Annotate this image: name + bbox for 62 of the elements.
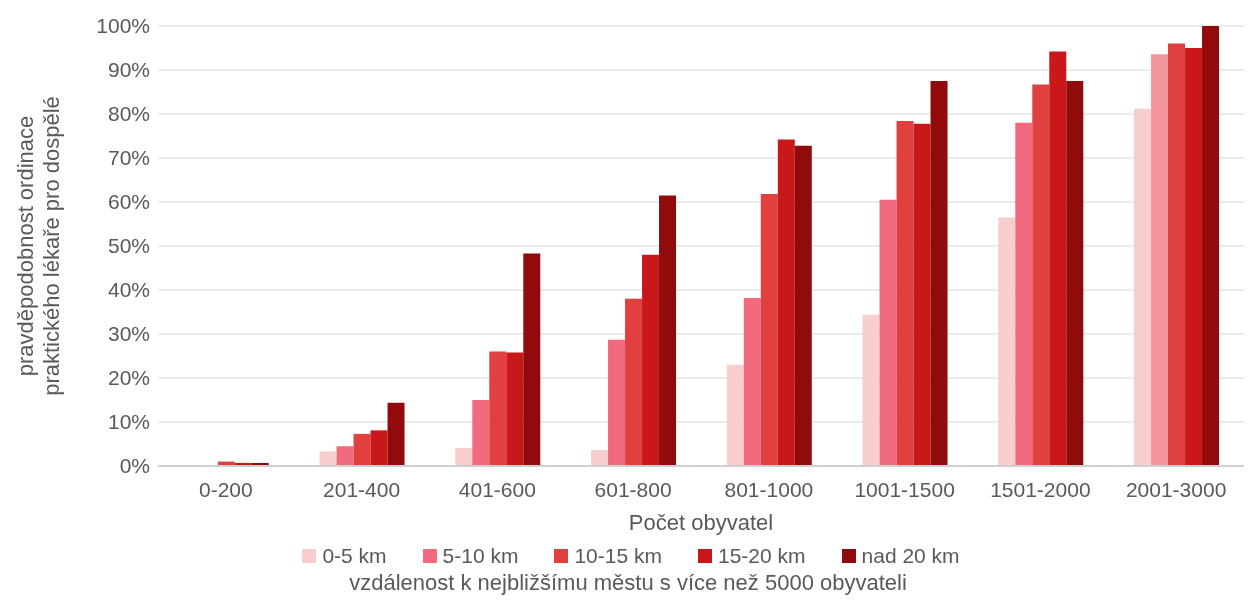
bar xyxy=(1168,43,1186,466)
y-axis-title: pravděpodobnost ordinace praktického lékaře pro dospělé xyxy=(13,96,64,396)
legend-title: vzdálenost k nejbližšímu městu s více než 5000 obyvateli xyxy=(348,570,908,596)
bar xyxy=(455,447,473,466)
y-tick-label: 80% xyxy=(107,102,150,126)
bar xyxy=(726,364,744,466)
bar xyxy=(1151,54,1169,466)
bar xyxy=(319,451,337,466)
x-tick-label: 801-1000 xyxy=(724,477,814,501)
bar xyxy=(472,400,490,466)
y-tick-label: 100% xyxy=(96,14,150,38)
y-tick-label: 50% xyxy=(107,234,150,258)
x-axis-title: Počet obyvatel xyxy=(628,510,774,535)
x-tick-label: 1001-1500 xyxy=(854,477,955,501)
x-tick-label: 401-600 xyxy=(458,477,536,501)
x-tick-label: 201-400 xyxy=(323,477,401,501)
x-tick-label: 0-200 xyxy=(199,477,253,501)
bar xyxy=(489,351,507,466)
bar xyxy=(608,339,626,466)
bar xyxy=(1015,122,1033,466)
bar xyxy=(1134,108,1152,466)
bar xyxy=(1185,48,1203,466)
bar xyxy=(336,446,354,466)
legend-label: nad 20 km xyxy=(861,544,960,568)
bar xyxy=(794,145,812,466)
bar xyxy=(1202,26,1220,466)
y-tick-label: 30% xyxy=(107,322,150,346)
bar xyxy=(1032,84,1050,466)
bar xyxy=(913,123,931,466)
y-tick-label: 70% xyxy=(107,146,150,170)
legend-label: 5-10 km xyxy=(442,544,519,568)
legend-label: 10-15 km xyxy=(574,544,662,568)
bar xyxy=(625,298,643,466)
bar xyxy=(506,352,524,466)
bar xyxy=(370,430,388,466)
bar xyxy=(743,297,761,466)
y-tick-label: 20% xyxy=(107,366,150,390)
bar xyxy=(387,402,405,466)
x-tick-label: 2001-3000 xyxy=(1125,477,1227,501)
bar xyxy=(1066,81,1084,466)
bar xyxy=(353,433,371,466)
legend-label: 15-20 km xyxy=(717,544,806,568)
y-tick-label: 0% xyxy=(119,454,150,478)
bar xyxy=(896,121,914,466)
bar xyxy=(930,81,948,466)
bar xyxy=(523,253,541,466)
y-tick-label: 10% xyxy=(107,410,150,434)
y-tick-label: 60% xyxy=(107,190,150,214)
bar xyxy=(642,254,660,466)
x-tick-label: 1501-2000 xyxy=(990,477,1091,501)
bar xyxy=(591,450,609,466)
bar xyxy=(777,139,795,466)
bar xyxy=(862,314,880,466)
bar xyxy=(760,194,778,466)
x-tick-label: 601-800 xyxy=(594,477,672,501)
bar xyxy=(879,199,897,466)
y-tick-label: 40% xyxy=(107,278,150,302)
bar xyxy=(998,217,1016,466)
y-tick-label: 90% xyxy=(107,58,150,82)
bar xyxy=(1049,51,1067,466)
bar xyxy=(659,195,677,466)
legend-label: 0-5 km xyxy=(322,544,387,568)
